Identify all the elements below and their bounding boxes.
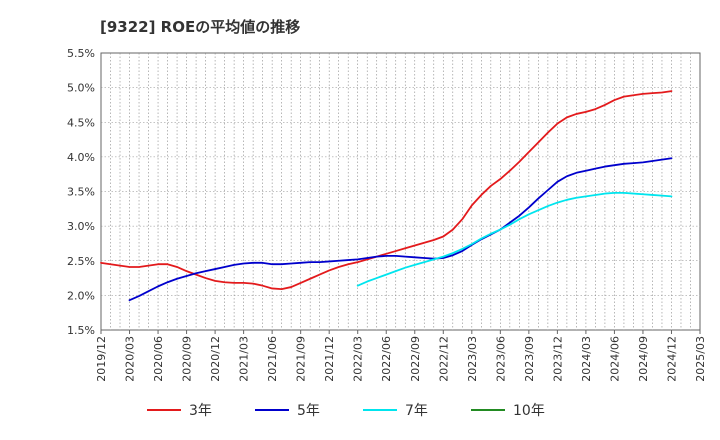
x-tick-label: 2022/03 xyxy=(352,336,365,382)
x-tick-label: 2024/06 xyxy=(608,336,621,382)
legend-label-5年: 5年 xyxy=(297,403,320,419)
series-line-5年 xyxy=(128,157,673,302)
x-tick-label: 2021/06 xyxy=(266,336,279,382)
x-tick-label: 2024/09 xyxy=(637,336,650,382)
x-tick-label: 2020/12 xyxy=(209,336,222,382)
legend-label-10年: 10年 xyxy=(513,403,545,419)
x-tick-label: 2021/03 xyxy=(238,336,251,382)
x-tick-label: 2020/03 xyxy=(124,336,137,382)
legend-label-7年: 7年 xyxy=(405,403,428,419)
x-tick-label: 2024/12 xyxy=(665,336,678,382)
y-tick-label: 5.0% xyxy=(67,82,95,95)
x-tick-label: 2022/12 xyxy=(437,336,450,382)
series-line-3年 xyxy=(100,90,673,291)
x-tick-label: 2023/06 xyxy=(494,336,507,382)
y-tick-label: 3.5% xyxy=(67,186,95,199)
y-tick-label: 4.0% xyxy=(67,151,95,164)
x-tick-label: 2020/09 xyxy=(181,336,194,382)
x-tick-label: 2023/03 xyxy=(466,336,479,382)
chart-title: [9322] ROEの平均値の推移 xyxy=(100,18,301,36)
x-tick-label: 2022/06 xyxy=(380,336,393,382)
y-tick-label: 2.0% xyxy=(67,289,95,302)
x-tick-label: 2021/12 xyxy=(323,336,336,382)
y-tick-label: 2.5% xyxy=(67,255,95,268)
y-tick-label: 4.5% xyxy=(67,116,95,129)
legend-label-3年: 3年 xyxy=(189,403,212,419)
y-tick-label: 5.5% xyxy=(67,47,95,60)
x-tick-label: 2020/06 xyxy=(152,336,165,382)
y-tick-label: 3.0% xyxy=(67,220,95,233)
plot-frame xyxy=(100,52,701,331)
x-tick-label: 2019/12 xyxy=(95,336,108,382)
x-tick-label: 2025/03 xyxy=(694,336,707,382)
x-tick-label: 2021/09 xyxy=(295,336,308,382)
y-tick-label: 1.5% xyxy=(67,324,95,337)
x-tick-label: 2023/09 xyxy=(523,336,536,382)
x-tick-label: 2023/12 xyxy=(551,336,564,382)
series-line-7年 xyxy=(356,191,673,287)
x-tick-label: 2024/03 xyxy=(580,336,593,382)
x-tick-label: 2022/09 xyxy=(409,336,422,382)
